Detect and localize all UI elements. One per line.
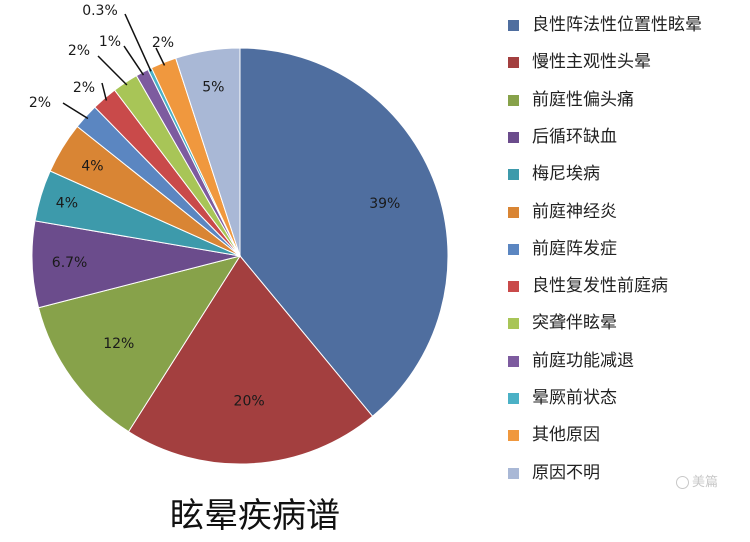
slice-label-5: 4%: [81, 158, 103, 174]
slice-label-2: 12%: [103, 336, 134, 352]
slice-label-3: 6.7%: [52, 255, 88, 271]
slice-label-4: 4%: [56, 195, 78, 211]
legend-swatch-0: [508, 20, 519, 31]
legend-swatch-12: [508, 467, 519, 479]
watermark-text: 美篇: [692, 475, 719, 490]
slice-label-6: 2%: [29, 95, 51, 111]
legend-label-4: 梅尼埃病: [532, 164, 600, 185]
legend-swatch-7: [508, 281, 519, 293]
legend-swatch-2: [508, 94, 519, 106]
leader-line-9: [123, 45, 145, 76]
legend-label-1: 慢性主观性头晕: [532, 52, 651, 73]
slice-label-9: 1%: [99, 34, 121, 50]
legend-label-5: 前庭神经炎: [532, 201, 617, 222]
pie-slice-1: [127, 255, 374, 465]
legend-swatch-1: [508, 57, 519, 69]
leader-line-8: [97, 55, 128, 86]
legend-label-3: 后循环缺血: [532, 126, 617, 147]
legend-swatch-11: [508, 430, 519, 442]
pie-slice-12: [175, 47, 241, 257]
leader-line-7: [101, 82, 108, 101]
legend-swatch-8: [508, 318, 519, 330]
legend-label-11: 其他原因: [532, 425, 600, 446]
legend-swatch-6: [508, 243, 519, 255]
watermark: 美篇: [676, 471, 718, 490]
slice-label-12: 5%: [202, 80, 224, 96]
legend-label-2: 前庭性偏头痛: [532, 89, 634, 110]
chart-title: 眩晕疾病谱: [170, 496, 340, 536]
leader-line-10: [124, 13, 152, 72]
legend-swatch-4: [508, 169, 519, 181]
legend-label-6: 前庭阵发症: [532, 238, 617, 259]
pie-slice-2: [37, 255, 242, 433]
leader-line-6: [62, 102, 89, 120]
slice-label-7: 2%: [73, 80, 95, 96]
legend-label-9: 前庭功能减退: [532, 350, 634, 371]
slice-label-1: 20%: [234, 393, 265, 409]
legend-swatch-9: [508, 355, 519, 367]
slice-label-11: 2%: [152, 35, 174, 51]
legend-label-12: 原因不明: [532, 462, 600, 483]
legend-label-8: 突聋伴眩晕: [532, 313, 617, 334]
slice-label-8: 2%: [68, 43, 90, 59]
legend-label-0: 良性阵法性位置性眩晕: [532, 15, 702, 35]
legend-label-10: 晕厥前状态: [532, 388, 617, 408]
legend-swatch-5: [508, 206, 519, 218]
legend-swatch-10: [508, 393, 519, 404]
legend-label-7: 良性复发性前庭病: [532, 276, 668, 297]
slice-label-10: 0.3%: [82, 3, 118, 19]
watermark-logo-icon: [676, 476, 689, 489]
legend-swatch-3: [508, 131, 519, 143]
leader-line-11: [155, 47, 166, 66]
slice-label-0: 39%: [369, 196, 400, 212]
pie-slice-0: [239, 47, 449, 417]
